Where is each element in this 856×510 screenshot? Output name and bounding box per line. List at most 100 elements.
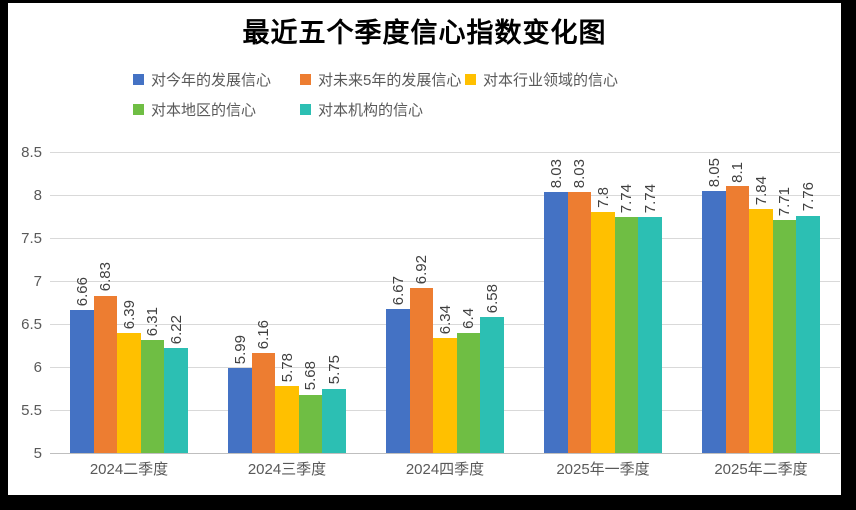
- y-tick-label: 5.5: [21, 402, 42, 419]
- bar-series-2: [275, 385, 299, 453]
- bar-value-label: 5.78: [278, 352, 296, 382]
- bar-cell: 8.03: [567, 159, 592, 453]
- bar-series-4: [322, 388, 346, 453]
- legend-item-4: 对本机构的信心: [300, 99, 465, 120]
- bar-cell: 6.4: [456, 307, 481, 453]
- x-category-label-0: 2024二季度: [89, 461, 169, 478]
- bar-series-0: [386, 309, 410, 453]
- bar-cell: 6.31: [140, 307, 165, 453]
- gridline: [50, 281, 840, 282]
- bar-series-3: [772, 219, 797, 453]
- bar-value-label: 8.05: [705, 157, 723, 187]
- bar-series-4: [480, 317, 504, 453]
- bar-value-label: 7.71: [776, 186, 793, 216]
- legend-label: 对本地区的信心: [151, 102, 257, 119]
- bar-series-0: [702, 190, 726, 453]
- bar-cell: 7.8: [591, 187, 615, 453]
- x-category-label-1: 2024三季度: [247, 461, 327, 478]
- bar-series-2: [433, 337, 457, 453]
- bar-value-label: 6.34: [436, 304, 454, 334]
- y-tick-label: 7.5: [21, 230, 42, 247]
- x-axis: 2024二季度 2024三季度 2024四季度 2025年一季度 2025年二季度: [50, 458, 840, 479]
- bar-value-label: 6.31: [144, 307, 161, 337]
- bar-series-4: [638, 217, 662, 453]
- bar-cell: 6.34: [433, 305, 457, 453]
- legend-swatch-icon: [300, 104, 311, 115]
- bar-value-label: 6.4: [460, 307, 477, 329]
- legend-swatch-icon: [133, 74, 144, 85]
- chart-canvas: 最近五个季度信心指数变化图 对今年的发展信心 对未来5年的发展信心 对本行业领域的信…: [8, 3, 841, 495]
- y-tick-label: 8.5: [21, 144, 42, 161]
- bar-series-1: [567, 192, 592, 453]
- bar-cell: 8.03: [544, 159, 568, 453]
- bar-cell: 6.92: [409, 254, 434, 453]
- legend: 对今年的发展信心 对未来5年的发展信心 对本行业领域的信心对本地区的信心 对本机构的信…: [133, 69, 618, 120]
- bar-series-3: [456, 332, 481, 453]
- x-axis-line: [50, 453, 840, 454]
- bar-cell: 5.78: [275, 353, 299, 453]
- bar-group-3: 8.03 8.03 7.8 7.74 7.74: [524, 152, 682, 453]
- bar-group-1: 5.99 6.16 5.78 5.68 5.75: [208, 152, 366, 453]
- bar-cell: 6.39: [117, 300, 141, 453]
- bar-value-label: 5.68: [302, 361, 319, 391]
- bar-cell: 5.75: [322, 355, 346, 453]
- bar-cell: 5.68: [298, 361, 323, 453]
- y-tick-label: 8: [33, 187, 42, 204]
- gridline: [50, 238, 840, 239]
- bar-cell: 8.05: [702, 157, 726, 453]
- bar-series-3: [614, 217, 639, 453]
- bar-value-label: 7.84: [752, 175, 770, 205]
- y-tick-label: 6: [33, 359, 42, 376]
- bar-series-0: [70, 310, 94, 453]
- bar-cell: 7.71: [772, 186, 797, 453]
- y-tick-label: 5: [33, 445, 42, 462]
- bar-series-2: [117, 333, 141, 453]
- bar-value-label: 8.1: [729, 161, 746, 183]
- bar-group-2: 6.67 6.92 6.34 6.4 6.58: [366, 152, 524, 453]
- bar-value-label: 6.67: [389, 276, 407, 306]
- legend-item-1: 对未来5年的发展信心: [300, 69, 465, 90]
- bar-cell: 6.16: [251, 320, 276, 453]
- bar-cell: 8.1: [725, 161, 750, 453]
- bar-value-label: 7.76: [799, 182, 817, 212]
- bar-series-1: [409, 287, 434, 453]
- bar-series-0: [228, 367, 252, 453]
- bar-value-label: 5.99: [231, 334, 249, 364]
- bar-cell: 7.74: [638, 184, 662, 453]
- bar-series-1: [93, 295, 118, 453]
- x-category-label-2: 2024四季度: [405, 461, 485, 478]
- legend-label: 对未来5年的发展信心: [318, 72, 462, 89]
- bar-value-label: 6.83: [97, 262, 114, 292]
- chart-title: 最近五个季度信心指数变化图: [242, 18, 607, 49]
- x-category-label-4: 2025年二季度: [714, 461, 808, 478]
- gridline: [50, 152, 840, 153]
- bar-value-label: 6.22: [167, 314, 185, 345]
- bar-value-label: 7.74: [618, 184, 635, 214]
- bar-value-label: 6.92: [413, 254, 430, 284]
- bar-series-2: [749, 208, 773, 453]
- y-tick-label: 6.5: [21, 316, 42, 333]
- legend-item-0: 对今年的发展信心: [133, 69, 300, 90]
- bar-series-4: [164, 348, 188, 453]
- gridline: [50, 324, 840, 325]
- bar-series-0: [544, 192, 568, 453]
- bar-series-3: [140, 340, 165, 453]
- y-axis: 8.5 8 7.5 7 6.5 6 5.5 5: [8, 145, 42, 461]
- bar-group-4: 8.05 8.1 7.84 7.71 7.76: [682, 152, 840, 453]
- bar-value-label: 7.8: [594, 187, 612, 209]
- bar-value-label: 6.39: [120, 300, 138, 330]
- bar-series-3: [298, 394, 323, 453]
- legend-item-2: 对本行业领域的信心: [465, 69, 618, 90]
- bar-group-0: 6.66 6.83 6.39 6.31 6.22: [50, 152, 208, 453]
- bar-cell: 7.76: [796, 182, 820, 453]
- bar-cell: 7.84: [749, 176, 773, 453]
- bar-series-2: [591, 212, 615, 453]
- bar-cell: 7.74: [614, 184, 639, 453]
- bar-series-1: [251, 353, 276, 453]
- legend-label: 对今年的发展信心: [151, 72, 272, 89]
- legend-swatch-icon: [133, 104, 144, 115]
- legend-label: 对本机构的信心: [318, 102, 424, 119]
- bar-cell: 6.58: [480, 284, 504, 453]
- legend-label: 对本行业领域的信心: [483, 72, 619, 89]
- bar-value-label: 7.74: [641, 184, 659, 214]
